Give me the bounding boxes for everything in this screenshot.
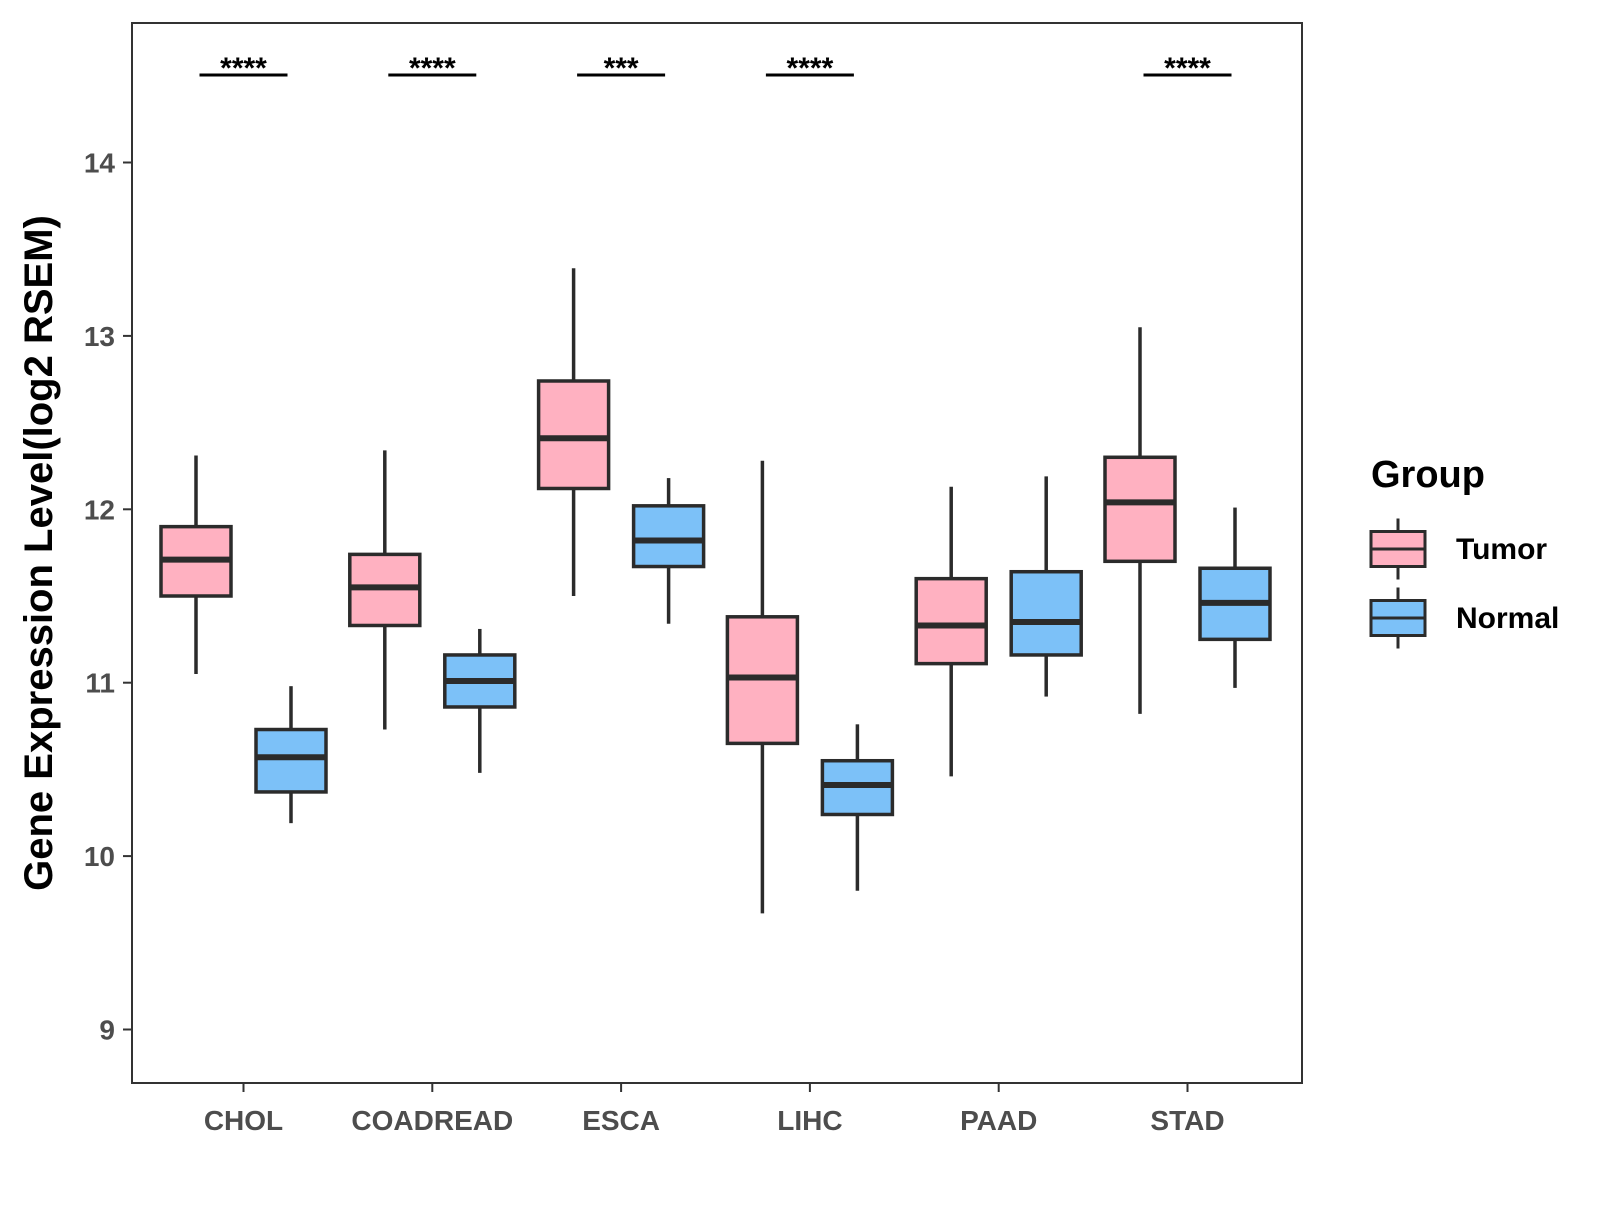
- box-body: [536, 379, 611, 491]
- box-tumor-stad: [1103, 327, 1177, 714]
- legend-key-tumor: [1369, 518, 1427, 580]
- y-tick-label: 12: [84, 494, 115, 525]
- legend-key-normal: [1369, 587, 1427, 649]
- y-tick-label: 14: [84, 148, 116, 179]
- box-normal-coadread: [443, 628, 517, 773]
- x-tick-label: LIHC: [777, 1105, 842, 1136]
- box-normal-chol: [254, 686, 328, 824]
- box-tumor-chol: [159, 455, 233, 675]
- axes: 9 10 11 12 13 14 CHOL COADREAD ESCA LIHC PAAD STAD: [84, 148, 1225, 1137]
- plot-panel-border: [131, 22, 1303, 1084]
- significance-label: ****: [220, 52, 267, 85]
- x-tick-label: PAAD: [960, 1105, 1037, 1136]
- x-tick-label: CHOL: [204, 1105, 283, 1136]
- significance-label: ****: [787, 52, 834, 85]
- y-tick-label: 11: [85, 668, 115, 699]
- box-body: [254, 727, 328, 794]
- box-normal-stad: [1198, 507, 1272, 688]
- x-tick-label: STAD: [1150, 1105, 1224, 1136]
- legend: Group Tumor Normal: [1369, 454, 1559, 649]
- legend-label: Normal: [1456, 602, 1559, 635]
- box-normal-paad: [1009, 476, 1083, 697]
- boxplot-series: [159, 268, 1272, 914]
- legend-title: Group: [1371, 454, 1485, 496]
- box-body: [1009, 569, 1083, 657]
- box-body: [631, 504, 706, 569]
- box-normal-esca: [631, 478, 706, 624]
- y-axis-title: Gene Expression Level(log2 RSEM): [17, 215, 61, 891]
- x-tick-label: ESCA: [582, 1105, 660, 1136]
- box-body: [1103, 455, 1177, 564]
- significance-annotations: **** **** *** **** ****: [199, 52, 1232, 85]
- series-tumor: [159, 268, 1177, 914]
- legend-label: Tumor: [1456, 533, 1547, 566]
- series-normal: [254, 476, 1272, 891]
- box-body: [914, 576, 988, 666]
- significance-label: ***: [604, 52, 639, 85]
- box-tumor-coadread: [348, 450, 422, 730]
- y-tick-label: 10: [84, 841, 115, 872]
- y-tick-label: 13: [84, 321, 115, 352]
- box-tumor-esca: [536, 268, 611, 596]
- box-tumor-paad: [914, 486, 988, 777]
- box-tumor-lihc: [725, 460, 800, 914]
- y-tick-label: 9: [99, 1015, 115, 1046]
- x-tick-label: COADREAD: [351, 1105, 513, 1136]
- significance-label: ****: [1164, 52, 1211, 85]
- box-normal-lihc: [820, 724, 895, 891]
- significance-label: ****: [409, 52, 456, 85]
